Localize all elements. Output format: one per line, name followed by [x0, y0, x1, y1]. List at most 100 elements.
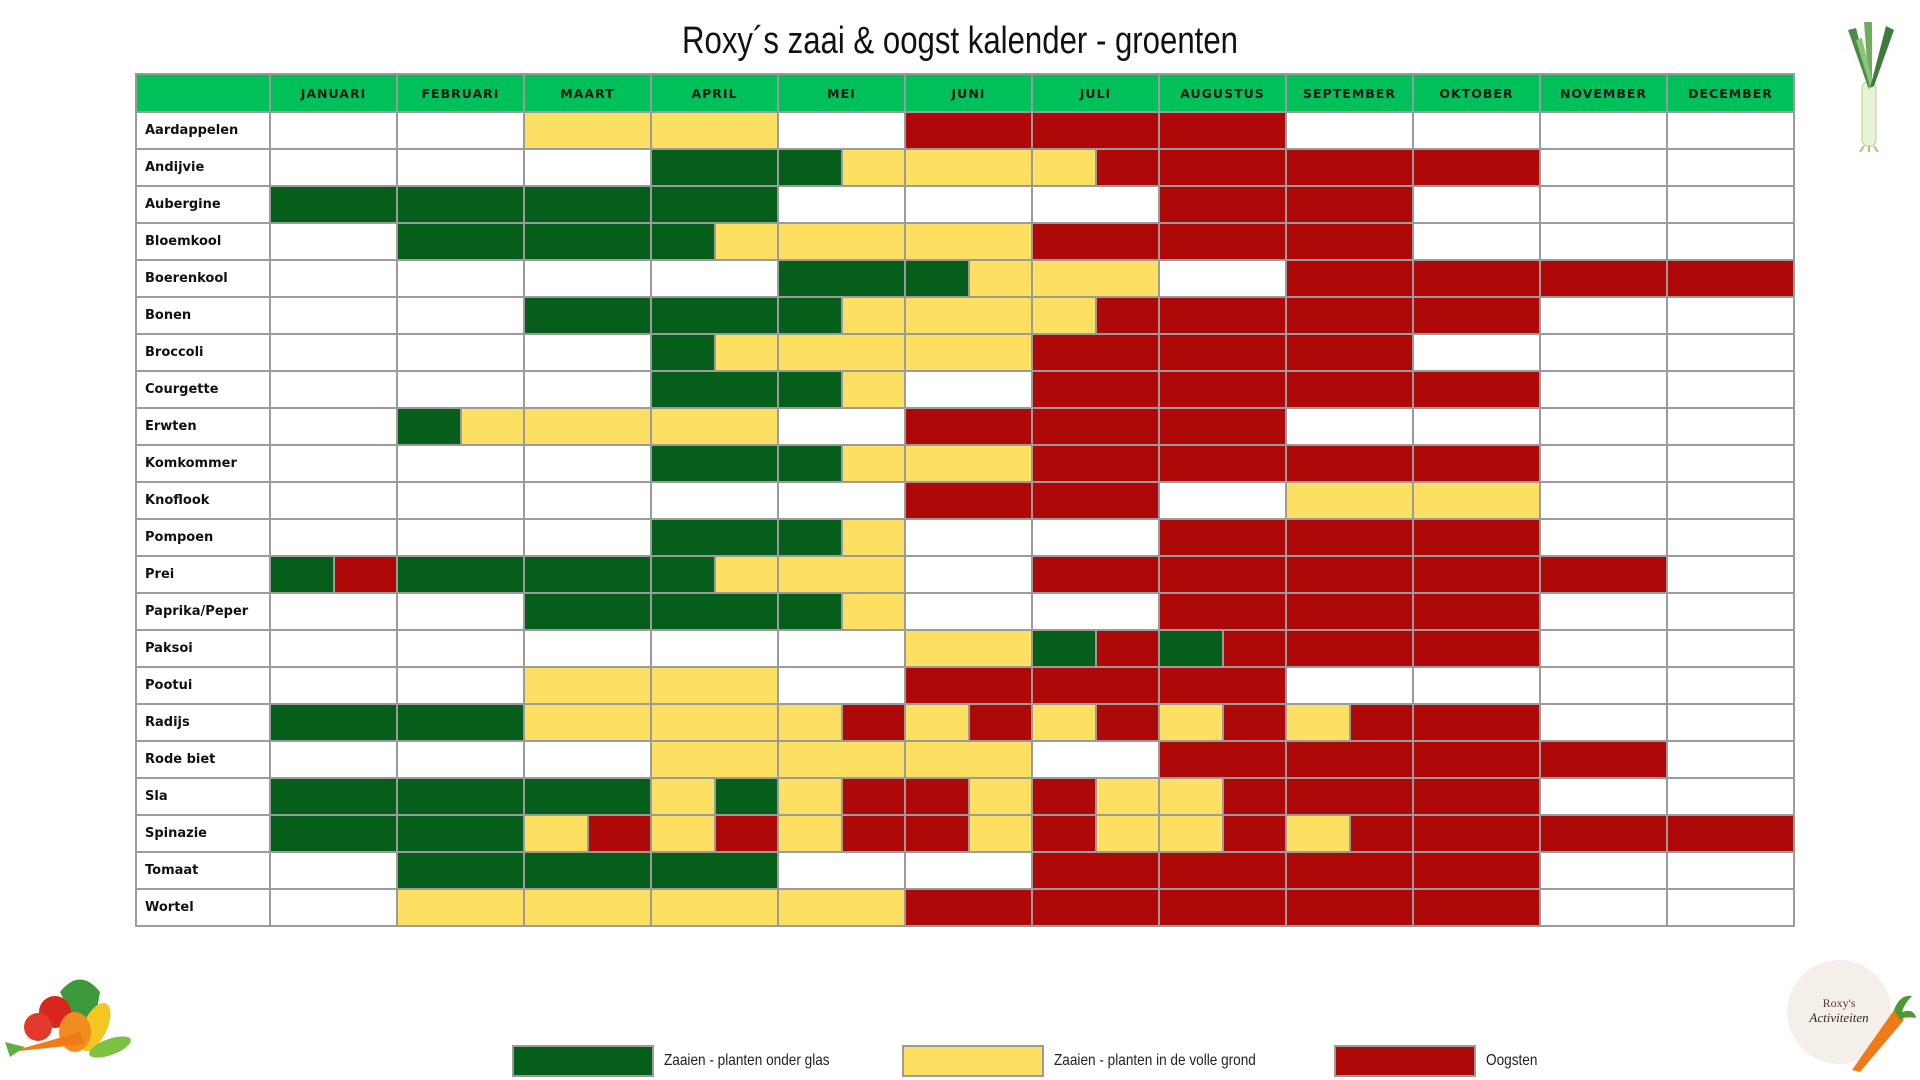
month-cell — [269, 222, 398, 261]
month-cell — [650, 703, 779, 742]
period-segment — [1160, 335, 1285, 370]
period-segment — [1668, 446, 1793, 481]
month-cell — [1666, 407, 1795, 446]
month-cell — [396, 370, 525, 409]
period-segment — [271, 890, 396, 925]
month-cell — [269, 407, 398, 446]
month-cell — [650, 222, 779, 261]
legend-label: Zaaien - planten in de volle grond — [1054, 1052, 1256, 1069]
month-cell — [1031, 518, 1160, 557]
period-segment — [840, 520, 904, 555]
month-cell — [650, 777, 779, 816]
month-cell — [1285, 703, 1414, 742]
month-cell — [1666, 333, 1795, 372]
period-segment — [1541, 520, 1666, 555]
month-cell — [1666, 592, 1795, 631]
month-cell — [904, 296, 1033, 335]
period-segment — [652, 890, 777, 925]
calendar-row: Paksoi — [135, 629, 1795, 668]
month-cell — [1285, 777, 1414, 816]
period-segment — [967, 779, 1031, 814]
period-segment — [652, 224, 714, 259]
month-cell — [904, 851, 1033, 890]
period-segment — [398, 816, 523, 851]
legend: Zaaien - planten onder glas Zaaien - pla… — [0, 1045, 1920, 1077]
month-header: JANUARI — [269, 73, 398, 113]
month-cell — [1285, 296, 1414, 335]
month-cell — [1158, 111, 1287, 150]
period-segment — [652, 298, 777, 333]
month-cell — [1539, 444, 1668, 483]
month-header: DECEMBER — [1666, 73, 1795, 113]
period-segment — [398, 742, 523, 777]
period-segment — [525, 890, 650, 925]
period-segment — [779, 668, 904, 703]
month-cell — [904, 703, 1033, 742]
month-cell — [777, 407, 906, 446]
month-cell — [1412, 259, 1541, 298]
month-cell — [1158, 148, 1287, 187]
month-cell — [1285, 518, 1414, 557]
month-cell — [904, 481, 1033, 520]
month-cell — [523, 148, 652, 187]
month-cell — [1158, 555, 1287, 594]
period-segment — [779, 483, 904, 518]
period-segment — [967, 705, 1031, 740]
month-cell — [396, 518, 525, 557]
vegetable-name: Erwten — [135, 407, 271, 446]
period-segment — [398, 705, 523, 740]
period-segment — [652, 853, 777, 888]
period-segment — [1414, 853, 1539, 888]
month-cell — [777, 259, 906, 298]
period-segment — [525, 113, 650, 148]
legend-label: Zaaien - planten onder glas — [664, 1052, 830, 1069]
period-segment — [271, 668, 396, 703]
period-segment — [1033, 372, 1158, 407]
period-segment — [1414, 594, 1539, 629]
period-segment — [779, 520, 841, 555]
vegetable-name: Bloemkool — [135, 222, 271, 261]
month-cell — [1285, 666, 1414, 705]
period-segment — [398, 446, 523, 481]
vegetable-name: Rode biet — [135, 740, 271, 779]
month-cell — [523, 407, 652, 446]
vegetable-name: Paprika/Peper — [135, 592, 271, 631]
month-cell — [1031, 259, 1160, 298]
period-segment — [840, 705, 904, 740]
vegetable-name: Courgette — [135, 370, 271, 409]
period-segment — [1094, 816, 1158, 851]
legend-item-open-ground: Zaaien - planten in de volle grond — [902, 1045, 1292, 1077]
month-cell — [1031, 888, 1160, 927]
period-segment — [906, 150, 1031, 185]
month-cell — [523, 111, 652, 150]
period-segment — [1094, 779, 1158, 814]
month-cell — [1666, 518, 1795, 557]
period-segment — [1541, 483, 1666, 518]
period-segment — [840, 150, 904, 185]
month-cell — [1412, 148, 1541, 187]
period-segment — [1287, 150, 1412, 185]
period-segment — [1287, 483, 1412, 518]
month-cell — [269, 777, 398, 816]
month-cell — [904, 222, 1033, 261]
period-segment — [1160, 446, 1285, 481]
month-cell — [523, 185, 652, 224]
month-cell — [396, 333, 525, 372]
period-segment — [652, 187, 777, 222]
month-cell — [1285, 259, 1414, 298]
carrot-icon — [1852, 995, 1916, 1072]
period-segment — [779, 224, 904, 259]
month-cell — [1539, 814, 1668, 853]
period-segment — [779, 409, 904, 444]
period-segment — [271, 298, 396, 333]
month-cell — [269, 444, 398, 483]
vegetable-name: Prei — [135, 555, 271, 594]
legend-label: Oogsten — [1486, 1052, 1538, 1069]
month-cell — [1412, 481, 1541, 520]
period-segment — [1668, 372, 1793, 407]
month-cell — [1158, 666, 1287, 705]
month-cell — [777, 888, 906, 927]
period-segment — [1414, 187, 1539, 222]
period-segment — [1414, 113, 1539, 148]
period-segment — [713, 335, 777, 370]
